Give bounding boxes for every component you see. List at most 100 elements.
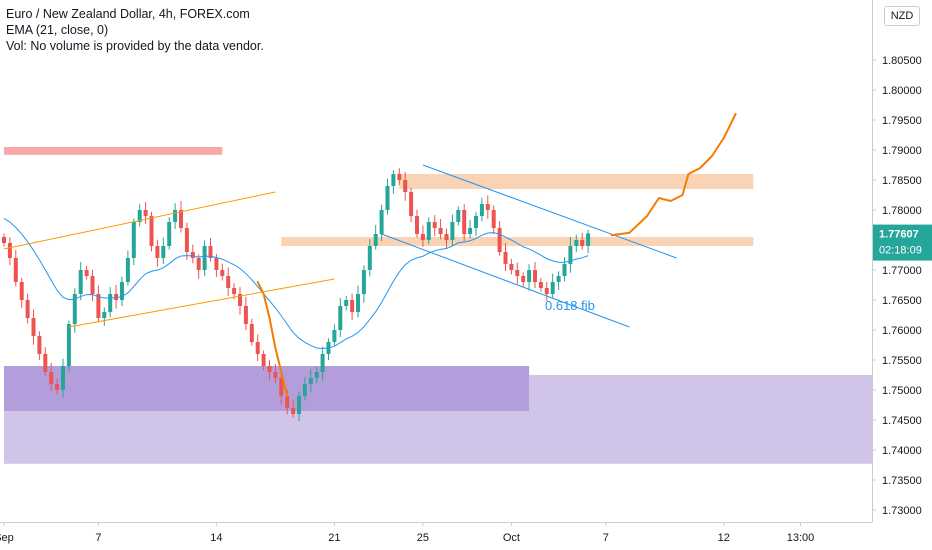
- candle-body: [55, 384, 60, 390]
- channel-upper: [3, 191, 276, 250]
- candle-body: [491, 210, 496, 228]
- candle-body: [149, 216, 154, 246]
- candle-body: [19, 282, 24, 300]
- price-tick-label: 1.75500: [882, 355, 922, 367]
- candle-body: [155, 246, 160, 258]
- candle-body: [332, 330, 337, 342]
- candle-body: [385, 186, 390, 210]
- candle-body: [102, 312, 107, 318]
- candle-body: [226, 276, 231, 288]
- candle-body: [468, 228, 473, 234]
- time-tick-label: 21: [328, 532, 340, 544]
- last-price-label: 1.77607: [879, 229, 919, 241]
- candle-body: [285, 396, 290, 408]
- price-tick-label: 1.80500: [882, 55, 922, 67]
- candle-body: [420, 234, 425, 240]
- channel-lower: [68, 278, 335, 328]
- candle-body: [574, 240, 579, 246]
- candle-body: [550, 282, 555, 294]
- candle-body: [562, 264, 567, 276]
- ema-indicator-label[interactable]: EMA (21, close, 0): [6, 23, 109, 37]
- price-tick-label: 1.73500: [882, 475, 922, 487]
- price-axis-bg: [872, 0, 932, 550]
- candle-body: [308, 378, 313, 384]
- candle-body: [485, 204, 490, 210]
- candle-body: [90, 276, 95, 294]
- candle-body: [338, 306, 343, 330]
- price-tick-label: 1.77000: [882, 265, 922, 277]
- price-tick-label: 1.75000: [882, 385, 922, 397]
- down-channel-lower: [381, 233, 630, 328]
- candle-body: [161, 246, 166, 258]
- candle-body: [214, 258, 219, 270]
- price-tick-label: 1.74000: [882, 445, 922, 457]
- candle-body: [202, 246, 207, 270]
- candle-body: [37, 336, 42, 354]
- purple-zone-dark: [4, 366, 530, 411]
- symbol-title: Euro / New Zealand Dollar, 4h, FOREX.com: [6, 7, 250, 21]
- time-tick-label: Sep: [0, 532, 14, 544]
- candle-body: [220, 270, 225, 276]
- candle-body: [243, 306, 248, 324]
- time-tick-label: 7: [95, 532, 101, 544]
- candle-body: [131, 222, 136, 258]
- candle-body: [261, 354, 266, 366]
- candle-body: [273, 372, 278, 378]
- candle-body: [432, 222, 437, 228]
- candle-body: [249, 324, 254, 342]
- candle-body: [72, 294, 77, 324]
- candle-body: [267, 366, 272, 372]
- candle-body: [31, 318, 36, 336]
- price-tick-label: 1.73000: [882, 505, 922, 517]
- candle-body: [515, 270, 520, 276]
- time-tick-label: 13:00: [787, 532, 815, 544]
- candle-body: [462, 210, 467, 234]
- candle-body: [208, 246, 213, 258]
- candle-body: [391, 174, 396, 186]
- candle-body: [13, 258, 18, 282]
- candle-body: [96, 294, 101, 318]
- time-axis-bg: [0, 522, 932, 550]
- candle-body: [137, 210, 142, 222]
- candle-body: [279, 378, 284, 396]
- candle-body: [586, 233, 591, 246]
- currency-button[interactable]: NZD: [884, 6, 920, 26]
- candle-body: [125, 258, 130, 282]
- candle-body: [2, 237, 6, 243]
- candle-body: [409, 192, 414, 216]
- candle-body: [314, 372, 319, 378]
- time-tick-label: Oct: [503, 532, 520, 544]
- candle-body: [232, 288, 237, 294]
- candle-body: [66, 324, 71, 366]
- price-tick-label: 1.74500: [882, 415, 922, 427]
- candle-body: [367, 246, 372, 270]
- candle-body: [190, 252, 195, 258]
- candle-body: [509, 264, 514, 270]
- candle-body: [350, 300, 355, 312]
- candle-body: [238, 294, 242, 306]
- candle-body: [403, 180, 408, 192]
- candle-body: [373, 234, 378, 246]
- candle-body: [61, 366, 65, 390]
- candle-body: [356, 294, 360, 312]
- candle-body: [43, 354, 48, 372]
- candle-body: [361, 270, 366, 294]
- candle-body: [521, 276, 526, 282]
- price-tick-label: 1.76000: [882, 325, 922, 337]
- candle-body: [7, 243, 12, 258]
- ema-21-line: [3, 218, 589, 350]
- volume-indicator-label[interactable]: Vol: No volume is provided by the data v…: [6, 39, 264, 53]
- candle-body: [114, 294, 119, 300]
- drop-projection-line: [256, 281, 289, 397]
- orange-zone-lower: [281, 237, 754, 246]
- price-tick-label: 1.80000: [882, 85, 922, 97]
- candle-body: [302, 384, 307, 396]
- price-tick-label: 1.79500: [882, 115, 922, 127]
- bullish-projection-line: [610, 113, 737, 237]
- candle-body: [503, 252, 508, 264]
- candle-body: [297, 396, 301, 414]
- candle-body: [379, 210, 384, 234]
- price-tick-label: 1.78500: [882, 175, 922, 187]
- candle-body: [556, 276, 561, 282]
